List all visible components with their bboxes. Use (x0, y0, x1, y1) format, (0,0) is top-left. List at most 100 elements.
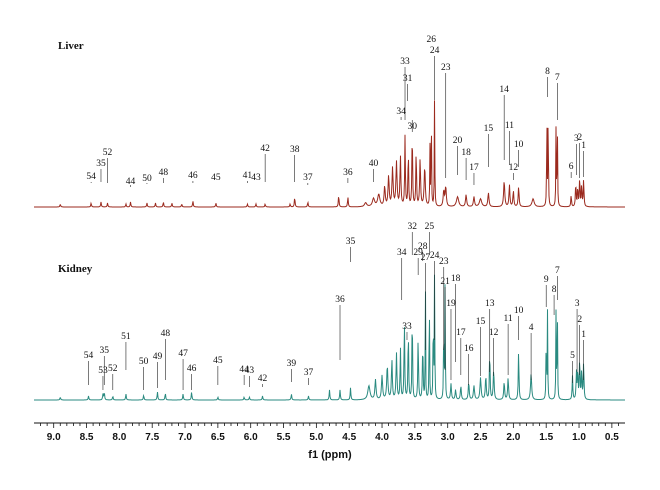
x-tick-label: 2.5 (474, 432, 488, 443)
peak-label: 12 (509, 163, 519, 173)
peak-label: 2 (577, 315, 582, 325)
liver-spectrum-trace (34, 100, 625, 208)
peak-label: 46 (188, 171, 198, 181)
peak-label: 48 (161, 329, 171, 339)
peak-label: 15 (484, 124, 494, 134)
x-tick-label: 5.0 (309, 432, 323, 443)
peak-label: 38 (290, 145, 300, 155)
peak-label: 11 (505, 121, 514, 131)
peak-label: 34 (397, 248, 407, 258)
x-tick-label: 9.0 (47, 432, 61, 443)
peak-label: 30 (407, 122, 417, 132)
peak-label: 35 (96, 159, 106, 169)
liver-panel-title: Liver (58, 40, 84, 52)
peak-label: 8 (545, 67, 550, 77)
peak-label: 36 (335, 295, 345, 305)
peak-label: 1 (581, 141, 586, 151)
peak-label: 39 (287, 359, 297, 369)
x-tick-label: 8.0 (112, 432, 126, 443)
peak-label: 47 (178, 349, 188, 359)
ppm-x-axis: 9.0 8.5 8.0 7.5 7.0 6.5 6.0 5.5 5.0 4.5 4.0 3.5 3.0 2… (34, 422, 625, 461)
peak-label: 23 (441, 63, 451, 73)
peak-label: 32 (407, 222, 417, 232)
peak-label: 37 (303, 173, 313, 183)
x-tick-label: 1.5 (539, 432, 553, 443)
peak-label: 17 (456, 328, 466, 338)
peak-label: 41 (243, 171, 253, 181)
peak-label: 16 (464, 344, 474, 354)
peak-label: 51 (121, 332, 131, 342)
peak-label: 12 (489, 328, 499, 338)
peak-label: 20 (453, 136, 463, 146)
x-tick-label: 3.5 (408, 432, 422, 443)
peak-label: 14 (499, 85, 509, 95)
peak-label: 7 (555, 73, 560, 83)
peak-label: 34 (396, 107, 406, 117)
peak-label: 3 (574, 134, 579, 144)
peak-label: 18 (451, 274, 461, 284)
peak-label: 45 (211, 173, 221, 183)
x-tick-label: 1.0 (572, 432, 586, 443)
peak-label: 6 (569, 162, 574, 172)
peak-label: 42 (258, 374, 268, 384)
x-tick-label: 7.5 (145, 432, 159, 443)
peak-label: 33 (400, 57, 410, 67)
peak-label: 52 (108, 364, 118, 374)
peak-label: 36 (343, 168, 353, 178)
peak-label: 42 (260, 144, 270, 154)
x-tick-label: 6.0 (244, 432, 258, 443)
peak-label: 31 (403, 74, 413, 84)
peak-label: 11 (504, 314, 513, 324)
peak-label: 44 (126, 177, 136, 187)
peak-label: 24 (430, 46, 440, 56)
peak-label: 28 (418, 242, 428, 252)
peak-label: 52 (103, 148, 113, 158)
peak-label: 25 (425, 222, 435, 232)
peak-label: 35 (100, 346, 110, 356)
peak-label: 9 (544, 275, 549, 285)
peak-label: 37 (304, 368, 314, 378)
peak-label: 54 (86, 172, 96, 182)
peak-label: 8 (552, 285, 557, 295)
x-tick-label: 4.0 (375, 432, 389, 443)
x-tick-label: 7.0 (178, 432, 192, 443)
peak-label: 26 (427, 35, 437, 45)
peak-label: 53 (98, 366, 108, 376)
peak-label: 18 (461, 148, 471, 158)
peak-label: 17 (469, 163, 479, 173)
peak-label: 23 (439, 257, 449, 267)
peak-label: 2 (577, 133, 582, 143)
kidney-spectrum-panel: Kidney 123578941011121315161718192123242… (34, 222, 625, 401)
peak-label: 43 (245, 366, 255, 376)
x-tick-label: 4.5 (342, 432, 356, 443)
peak-label: 19 (446, 299, 456, 309)
x-tick-label: 6.5 (211, 432, 225, 443)
peak-label: 1 (581, 330, 586, 340)
x-tick-label: 2.0 (506, 432, 520, 443)
peak-label: 35 (346, 237, 356, 247)
peak-label: 21 (440, 277, 450, 287)
kidney-peak-labels: 1235789410111213151617181921232425272829… (84, 222, 586, 390)
peak-label: 13 (485, 299, 495, 309)
peak-label: 27 (421, 253, 431, 263)
peak-label: 44 (239, 365, 249, 375)
peak-label: 24 (430, 251, 440, 261)
peak-label: 33 (402, 322, 412, 332)
peak-label: 43 (251, 173, 261, 183)
peak-label: 50 (139, 357, 149, 367)
x-tick-label: 8.5 (80, 432, 94, 443)
kidney-spectrum-trace (34, 274, 625, 401)
peak-label: 5 (570, 351, 575, 361)
x-tick-label: 0.5 (605, 432, 619, 443)
peak-label: 3 (575, 299, 580, 309)
x-tick-label: 5.5 (277, 432, 291, 443)
x-tick-label: 3.0 (441, 432, 455, 443)
peak-label: 49 (153, 352, 163, 362)
peak-label: 46 (187, 364, 197, 374)
peak-label: 4 (529, 323, 534, 333)
peak-label: 45 (213, 356, 223, 366)
peak-label: 15 (476, 317, 486, 327)
peak-label: 10 (514, 140, 524, 150)
liver-peak-labels: 1236781012111415171820232426303133344036… (86, 35, 586, 187)
